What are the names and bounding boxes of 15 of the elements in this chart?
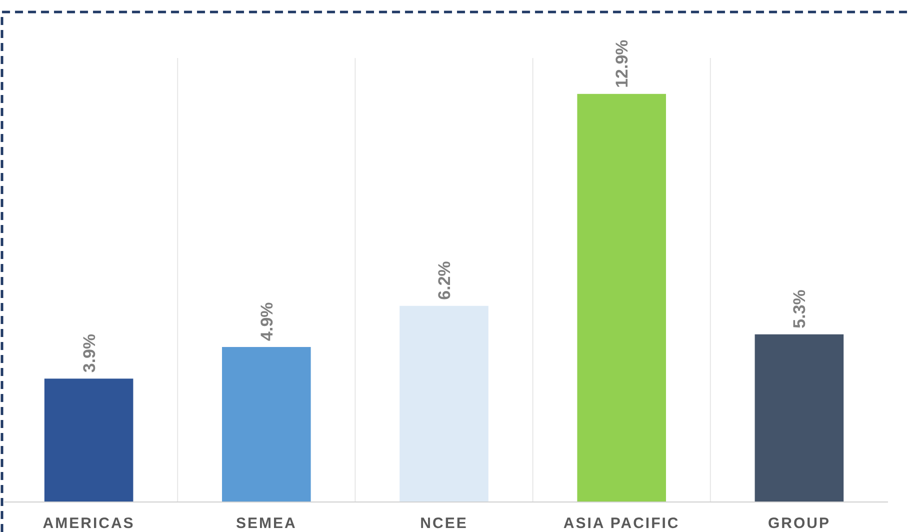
- x-tick-label: AMERICAS: [42, 515, 135, 532]
- data-label: 5.3%: [790, 290, 810, 328]
- x-tick-label: ASIA PACIFIC: [563, 515, 680, 532]
- x-tick-label: NCEE: [420, 515, 468, 532]
- data-label: 3.9%: [80, 334, 99, 373]
- x-tick-label: SEMEA: [236, 515, 297, 532]
- data-label: 6.2%: [435, 261, 454, 300]
- bar: [577, 94, 666, 502]
- bar: [44, 378, 134, 502]
- bar: [754, 334, 844, 502]
- data-label: 4.9%: [257, 302, 276, 341]
- x-tick-label: GROUP: [768, 515, 830, 532]
- bar: [400, 306, 488, 502]
- data-label: 12.9%: [612, 40, 632, 88]
- bar: [222, 346, 311, 502]
